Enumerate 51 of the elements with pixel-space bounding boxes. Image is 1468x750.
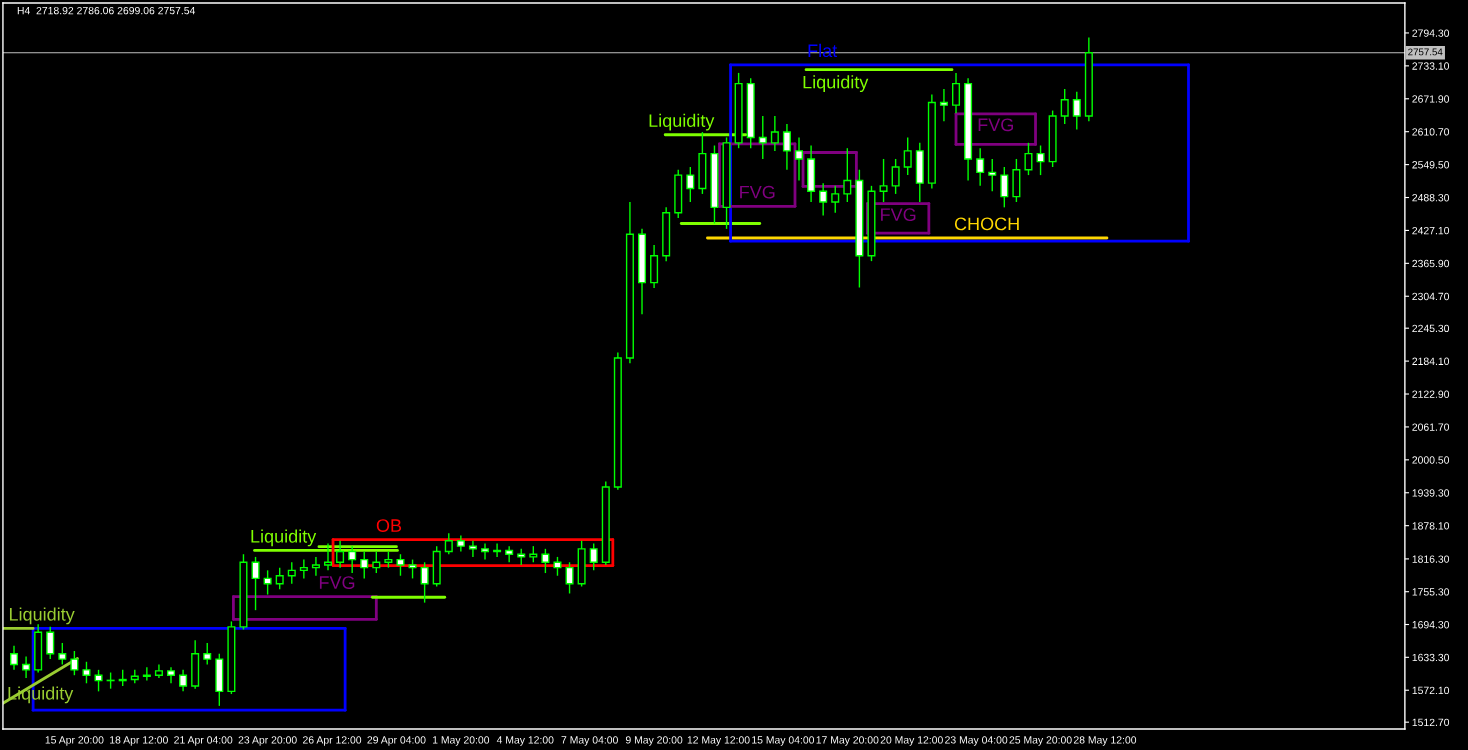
ref-line-label: 2757.54 <box>1408 48 1443 56</box>
x-tick-label: 15 May 04:00 <box>752 736 815 746</box>
y-tick-label: 1755.30 <box>1412 588 1450 596</box>
y-tick-label: 2610.70 <box>1412 128 1450 136</box>
y-tick-label: 2794.30 <box>1412 29 1450 37</box>
y-tick-label: 2184.10 <box>1412 357 1450 365</box>
x-tick-label: 9 May 20:00 <box>625 736 683 746</box>
series-label: Liquidity <box>803 75 869 93</box>
text: FVG <box>740 185 775 199</box>
x-tick-label: 7 May 04:00 <box>561 736 618 746</box>
y-tick-label: 1633.30 <box>1412 653 1450 662</box>
x-tick-label: 29 Apr 04:00 <box>367 736 426 746</box>
x-tick-label: 4 May 12:00 <box>496 736 554 746</box>
x-tick-label: 25 May 20:00 <box>1009 736 1072 746</box>
series-label: FVG <box>881 208 916 222</box>
y-tick-label: 2245.30 <box>1412 324 1450 333</box>
x-tick-label: 12 May 12:00 <box>687 736 750 746</box>
y-tick-label: 2733.10 <box>1412 62 1450 70</box>
series-label: OB <box>376 519 402 532</box>
x-tick-label: 20 May 12:00 <box>880 736 943 746</box>
y-tick-label: 2488.30 <box>1412 194 1450 202</box>
x-tick-label: 17 May 20:00 <box>816 736 879 746</box>
series-label: FVG <box>978 118 1013 132</box>
series-label: Liquidity <box>649 113 715 131</box>
x-tick-label: 21 Apr 04:00 <box>174 736 233 746</box>
y-tick-label: 2122.90 <box>1412 390 1450 398</box>
series-label: Liquidity <box>9 607 75 625</box>
x-tick-label: 26 Apr 12:00 <box>303 736 362 746</box>
x-tick-label: 23 May 04:00 <box>945 736 1008 746</box>
y-tick-label: 2365.90 <box>1412 259 1450 268</box>
y-tick-label: 2671.90 <box>1412 95 1450 103</box>
y-tick-label: 1572.10 <box>1412 686 1450 695</box>
y-tick-label: 1694.30 <box>1412 621 1450 629</box>
y-tick-label: 1512.70 <box>1412 718 1450 727</box>
series-label: Liquidity <box>251 529 317 547</box>
y-tick-label: 1878.10 <box>1412 522 1450 530</box>
y-tick-label: 2061.70 <box>1412 423 1450 431</box>
x-tick-label: 1 May 20:00 <box>432 736 490 746</box>
y-tick-label: 2427.10 <box>1412 226 1450 235</box>
x-tick-label: 15 Apr 20:00 <box>45 736 104 746</box>
y-tick-label: 2304.70 <box>1412 292 1450 301</box>
y-tick-label: 1816.30 <box>1412 555 1450 563</box>
series-label: FVG <box>319 576 355 589</box>
y-tick-label: 1939.30 <box>1412 489 1450 497</box>
series-label: CHOCH <box>954 217 1019 231</box>
x-tick-label: 23 Apr 20:00 <box>238 736 297 746</box>
x-tick-label: 18 Apr 12:00 <box>110 736 168 746</box>
x-tick-label: 28 May 12:00 <box>1073 736 1137 746</box>
y-tick-label: 2549.50 <box>1412 161 1450 169</box>
chart-title: H4 2718.92 2786.06 2699.06 2757.54 <box>17 6 196 15</box>
y-tick-label: 2000.50 <box>1412 456 1450 464</box>
